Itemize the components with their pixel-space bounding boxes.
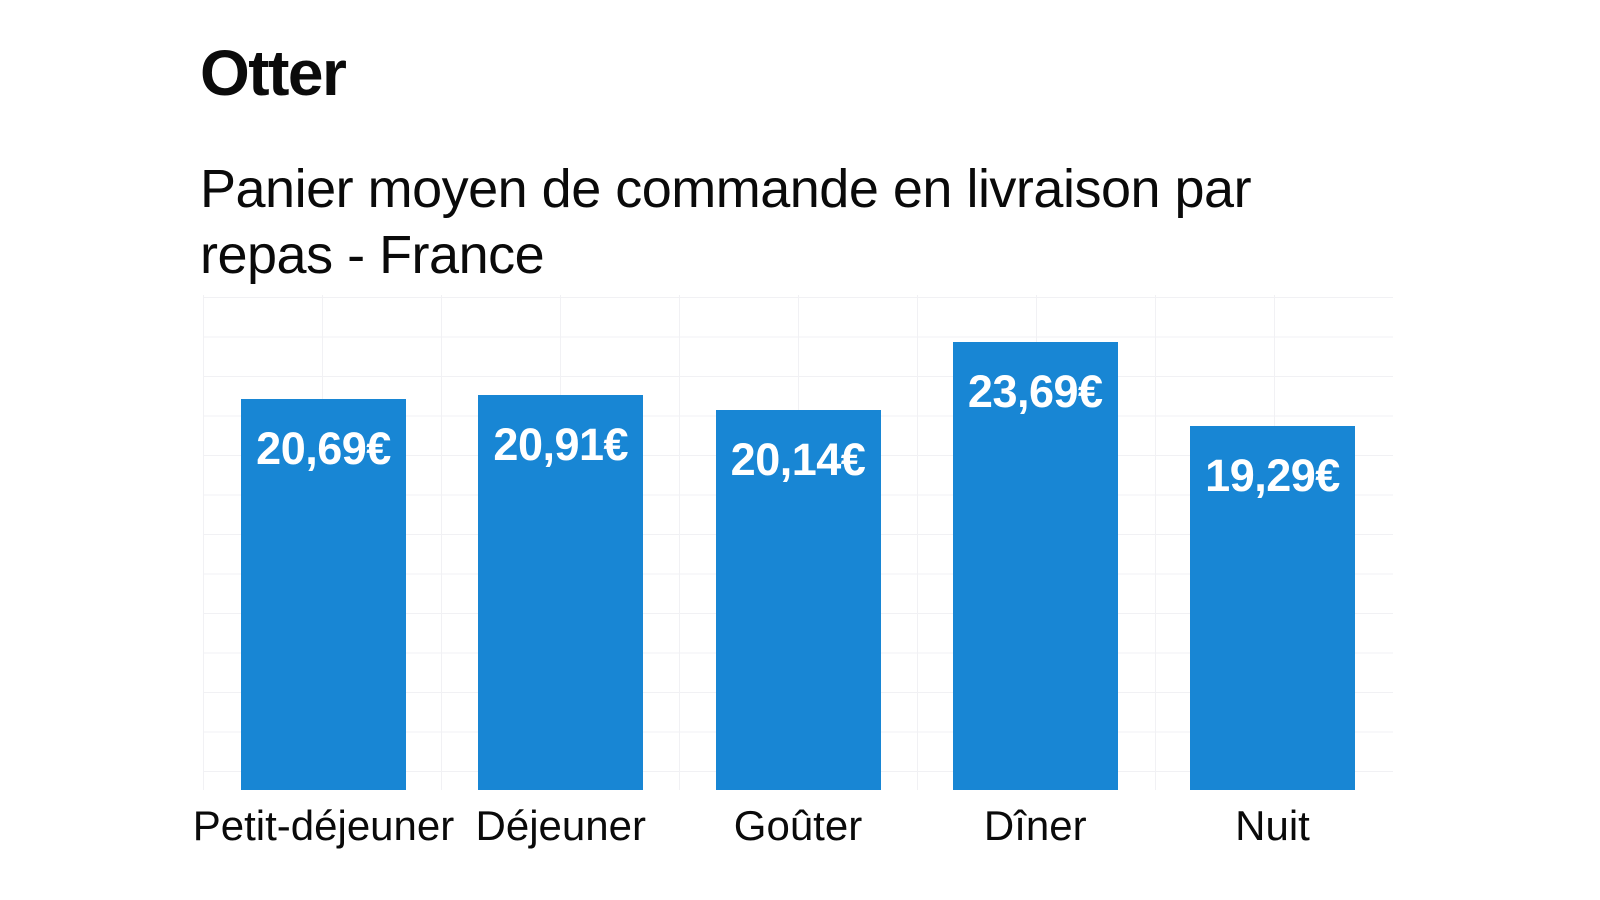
bar: 19,29€ [1190, 425, 1355, 790]
bar-value-label: 19,29€ [1205, 449, 1340, 501]
brand-logo: Otter [200, 37, 347, 109]
bar: 23,69€ [952, 342, 1118, 790]
bar-value-label: 20,69€ [256, 423, 391, 475]
bar-column: 19,29€ Nuit [1190, 425, 1355, 849]
bar: 20,69€ [241, 399, 406, 790]
bar-column: 20,14€ Goûter [715, 409, 881, 849]
bar-chart: 20,69€ Petit-déjeuner 20,91€ Déjeuner 20,14€… [193, 295, 1393, 849]
bar-column: 23,69€ Dîner [952, 342, 1118, 849]
bar-value-label: 20,91€ [493, 418, 629, 470]
bar-value-label: 20,14€ [730, 433, 866, 485]
x-axis-label: Dîner [983, 802, 1087, 849]
bar: 20,91€ [478, 394, 644, 790]
x-axis-label: Goûter [733, 802, 863, 849]
x-axis-label: Nuit [1235, 802, 1310, 849]
chart-title: Panier moyen de commande en livraison pa… [200, 159, 1252, 286]
bars-container: 20,69€ Petit-déjeuner 20,91€ Déjeuner 20,14€… [193, 295, 1393, 849]
x-axis-label: Petit-déjeuner [192, 802, 455, 849]
x-axis-label: Déjeuner [475, 802, 646, 849]
bar: 20,14€ [715, 409, 881, 790]
bar-column: 20,91€ Déjeuner [476, 394, 646, 849]
bar-value-label: 23,69€ [967, 366, 1103, 418]
bar-column: 20,69€ Petit-déjeuner [193, 399, 454, 849]
